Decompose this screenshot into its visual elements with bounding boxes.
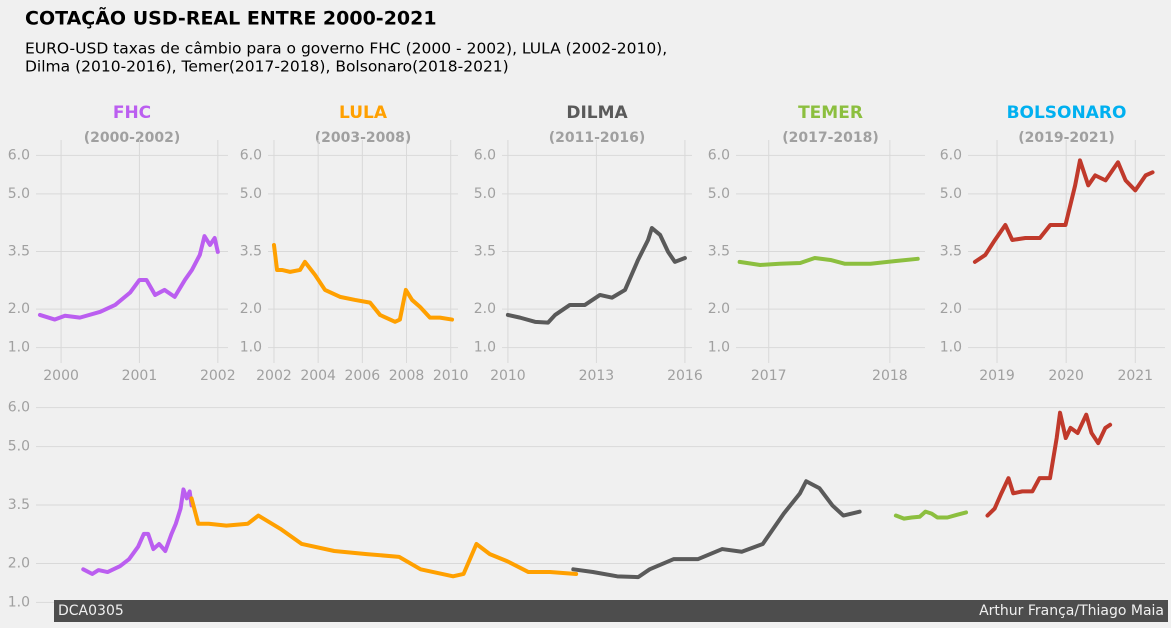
y-tick-label: 3.5	[708, 244, 730, 260]
x-tick-label: 2016	[667, 368, 703, 384]
x-tick-label: 2008	[389, 368, 425, 384]
series-line	[271, 242, 455, 324]
subtitle-line: EURO-USD taxas de câmbio para o governo …	[25, 40, 667, 58]
x-tick-label: 2010	[490, 368, 526, 384]
y-tick-label: 2.0	[8, 301, 30, 317]
panel-subtitle: (2017-2018)	[782, 130, 879, 146]
y-tick-label: 1.0	[8, 594, 30, 610]
y-tick-label: 5.0	[8, 186, 30, 202]
series-line	[972, 158, 1155, 264]
series-line	[571, 479, 862, 580]
y-tick-label: 2.0	[940, 301, 962, 317]
x-tick-label: 2001	[122, 368, 158, 384]
x-tick-label: 2021	[1117, 368, 1153, 384]
y-tick-label: 5.0	[240, 186, 262, 202]
y-tick-label: 5.0	[708, 186, 730, 202]
series-line	[893, 509, 969, 521]
y-tick-label: 5.0	[8, 439, 30, 455]
y-tick-label: 1.0	[240, 340, 262, 356]
panel-title: TEMER	[798, 103, 863, 123]
series-line	[189, 496, 579, 579]
subtitle-line: Dilma (2010-2016), Temer(2017-2018), Bol…	[25, 58, 509, 76]
x-tick-label: 2019	[979, 368, 1015, 384]
y-tick-label: 1.0	[708, 340, 730, 356]
panel-title: BOLSONARO	[1007, 103, 1127, 123]
y-tick-label: 6.0	[8, 147, 30, 163]
x-tick-label: 2010	[433, 368, 469, 384]
series-line	[81, 487, 194, 576]
y-tick-label: 3.5	[8, 497, 30, 513]
y-tick-label: 2.0	[474, 301, 496, 317]
x-tick-label: 2006	[345, 368, 381, 384]
panel-title: FHC	[113, 103, 151, 123]
footer-right: Arthur França/Thiago Maia	[979, 603, 1164, 619]
panel-title: LULA	[339, 103, 388, 123]
y-tick-label: 3.5	[474, 244, 496, 260]
series-line	[737, 256, 920, 267]
y-tick-label: 2.0	[8, 555, 30, 571]
x-tick-label: 2013	[579, 368, 615, 384]
panel-subtitle: (2003-2008)	[315, 130, 412, 146]
x-tick-label: 2000	[43, 368, 79, 384]
panel-subtitle: (2011-2016)	[549, 130, 646, 146]
plots: FHC (2000-2002) 1.0 2.0 3.5 5.0 6.0 2000 2001 200…	[8, 103, 1165, 610]
y-tick-label: 1.0	[940, 340, 962, 356]
main-title: COTAÇÃO USD-REAL ENTRE 2000-2021	[25, 6, 437, 30]
y-tick-label: 3.5	[240, 244, 262, 260]
panel-subtitle: (2000-2002)	[84, 130, 181, 146]
y-tick-label: 3.5	[8, 244, 30, 260]
panel-title: DILMA	[566, 103, 628, 123]
x-tick-label: 2018	[872, 368, 908, 384]
y-tick-label: 5.0	[940, 186, 962, 202]
x-tick-label: 2020	[1048, 368, 1084, 384]
y-tick-label: 6.0	[708, 147, 730, 163]
x-tick-label: 2004	[300, 368, 336, 384]
y-tick-label: 2.0	[240, 301, 262, 317]
series-line	[37, 234, 220, 322]
panel-subtitle: (2019-2021)	[1018, 130, 1115, 146]
series-line	[985, 410, 1113, 518]
y-tick-label: 6.0	[8, 400, 30, 416]
y-tick-label: 1.0	[474, 340, 496, 356]
y-tick-label: 5.0	[474, 186, 496, 202]
series-line	[505, 226, 687, 325]
y-tick-label: 3.5	[940, 244, 962, 260]
y-tick-label: 6.0	[940, 147, 962, 163]
x-tick-label: 2002	[200, 368, 236, 384]
footer-bar	[54, 600, 1168, 622]
x-tick-label: 2017	[751, 368, 787, 384]
y-tick-label: 6.0	[474, 147, 496, 163]
y-tick-label: 1.0	[8, 340, 30, 356]
y-tick-label: 6.0	[240, 147, 262, 163]
x-tick-label: 2002	[256, 368, 292, 384]
y-tick-label: 2.0	[708, 301, 730, 317]
footer-left: DCA0305	[58, 603, 124, 619]
